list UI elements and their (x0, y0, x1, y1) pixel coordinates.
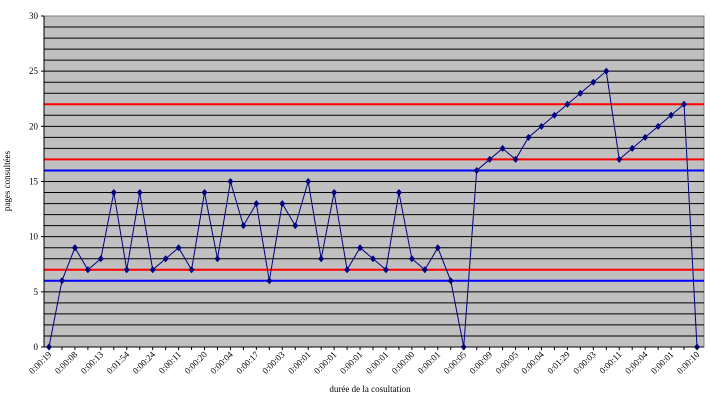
y-tick-label: 10 (29, 232, 39, 242)
x-tick-label: 0:00:03 (571, 349, 598, 376)
data-point (71, 244, 78, 252)
x-tick-label: 0:00:04 (208, 349, 235, 376)
data-point (512, 155, 519, 163)
data-point (58, 277, 65, 285)
data-point (395, 189, 402, 197)
x-tick-label: 0:00:19 (27, 349, 54, 376)
data-point (629, 144, 636, 152)
data-point (305, 178, 312, 185)
x-tick-label: 0:00:09 (468, 349, 495, 376)
data-point (227, 178, 234, 185)
x-tick-label: 0:00:05 (493, 349, 520, 376)
data-point (97, 255, 104, 263)
data-point (331, 189, 338, 197)
data-point (616, 155, 623, 163)
data-point (499, 144, 506, 152)
data-point (590, 78, 597, 86)
x-tick-label: 0:00:01 (364, 349, 391, 376)
x-tick-label: 0:00:20 (182, 349, 209, 376)
y-tick-label: 15 (29, 177, 39, 187)
x-tick-label: 0:01:54 (105, 349, 132, 376)
x-tick-label: 0:00:13 (79, 349, 106, 376)
y-tick-label: 5 (34, 287, 39, 297)
data-point (370, 255, 376, 263)
data-point (408, 255, 415, 263)
data-point (564, 100, 571, 108)
data-point (266, 277, 273, 285)
data-point (188, 266, 195, 274)
x-tick-label: 0:00:04 (519, 349, 546, 376)
x-tick-label: 0:00:00 (390, 349, 417, 376)
data-point (603, 67, 610, 75)
y-tick-label: 30 (29, 11, 39, 21)
data-point (382, 266, 389, 274)
data-point (538, 122, 545, 130)
x-axis-label: durée de la cosultation (329, 384, 411, 394)
data-point (525, 133, 532, 141)
x-tick-label: 0:01:29 (545, 349, 572, 376)
x-tick-label: 0:00:01 (649, 349, 676, 376)
y-tick-label: 20 (29, 121, 39, 131)
data-point (473, 166, 480, 174)
x-tick-label: 0:00:04 (623, 349, 650, 376)
x-tick-label: 0:00:05 (442, 349, 469, 376)
y-tick-label: 25 (29, 66, 39, 76)
x-tick-label: 0:00:03 (260, 349, 287, 376)
data-point (551, 111, 558, 119)
x-tick-label: 0:00:11 (597, 349, 623, 375)
x-tick-label: 0:00:24 (131, 349, 158, 376)
x-tick-label: 0:00:17 (234, 349, 261, 376)
x-tick-label: 0:00:01 (286, 349, 313, 376)
data-point (642, 133, 649, 141)
y-axis-label: pages consultées (2, 150, 12, 211)
data-point (655, 122, 662, 130)
x-tick-label: 0:00:01 (338, 349, 365, 376)
data-point (421, 266, 428, 274)
data-point (162, 255, 169, 263)
data-point (668, 111, 675, 119)
data-point (136, 189, 143, 197)
data-point (577, 89, 584, 97)
data-point (253, 200, 260, 208)
data-point (110, 189, 117, 197)
data-point (84, 266, 91, 274)
x-tick-label: 0:00:10 (675, 349, 702, 376)
data-point (149, 266, 156, 274)
x-tick-label: 0:00:01 (312, 349, 339, 376)
data-point (318, 255, 325, 263)
data-point (681, 100, 688, 108)
data-point (344, 266, 351, 274)
data-point (123, 266, 130, 274)
data-point (214, 255, 221, 263)
data-point (292, 222, 299, 230)
data-point (279, 200, 286, 208)
data-point (240, 222, 247, 230)
data-point (175, 244, 182, 252)
y-tick-label: 0 (34, 342, 39, 352)
x-tick-label: 0:00:01 (416, 349, 443, 376)
data-point (357, 244, 364, 252)
x-tick-label: 0:00:08 (53, 349, 80, 376)
data-point (447, 277, 454, 285)
data-point (434, 244, 441, 252)
data-point (201, 189, 208, 197)
x-tick-label: 0:00:11 (157, 349, 183, 375)
data-point (486, 155, 493, 163)
